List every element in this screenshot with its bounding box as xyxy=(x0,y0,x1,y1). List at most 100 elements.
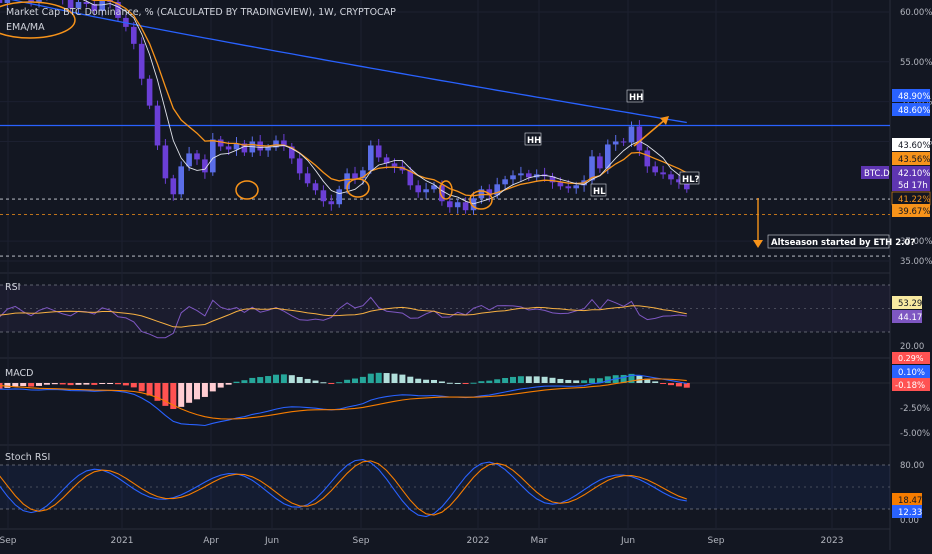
macd-histogram-bar xyxy=(43,383,50,385)
stoch-tick-label: 80.00 xyxy=(900,461,924,471)
candle-body xyxy=(612,141,619,145)
y-tick-label: 37.00% xyxy=(900,237,932,247)
badge-bg xyxy=(892,138,930,151)
candle-body xyxy=(478,189,485,199)
macd-histogram-bar xyxy=(67,383,74,386)
candle-body xyxy=(162,145,169,179)
top-circle xyxy=(0,1,76,39)
macd-histogram-bar xyxy=(628,373,635,383)
rsi-tick-label: 20.00 xyxy=(900,342,924,352)
candle-body xyxy=(636,126,643,151)
y-tick-label: 55.00% xyxy=(900,58,932,68)
badge-bg xyxy=(892,166,930,191)
candle-body xyxy=(565,186,572,189)
macd-histogram-bar xyxy=(549,377,556,383)
hh-box-1 xyxy=(626,89,644,103)
macd-histogram-bar xyxy=(604,376,611,383)
macd-histogram-bar xyxy=(186,383,193,403)
candle-body xyxy=(415,185,421,193)
macd-histogram-bar xyxy=(178,383,185,407)
up-arrow xyxy=(633,117,668,147)
macd-histogram-bar xyxy=(541,376,548,383)
candle-body xyxy=(217,139,224,147)
macd-histogram-bar xyxy=(257,377,264,383)
stoch-d-line xyxy=(0,460,687,516)
candle-body xyxy=(526,173,532,178)
macd-histogram-bar xyxy=(99,383,106,384)
macd-histogram-bar xyxy=(328,383,335,384)
candle-body xyxy=(360,170,366,179)
macd-histogram-bar xyxy=(478,381,485,383)
macd-histogram-bar xyxy=(581,380,588,383)
badge-bg xyxy=(892,378,930,391)
badge-41-22: 41.22% xyxy=(898,195,930,205)
candle-body xyxy=(265,147,271,151)
macd-histogram-bar xyxy=(201,383,208,397)
macd-pane xyxy=(0,372,890,427)
macd-histogram-bar xyxy=(265,376,272,383)
macd-histogram-bar xyxy=(320,382,327,384)
candle-body xyxy=(407,170,414,186)
y-tick-label: 35.00% xyxy=(900,257,932,267)
macd-histogram-bar xyxy=(91,383,98,385)
macd-histogram-bar xyxy=(280,374,287,383)
x-tick-label: Jun xyxy=(264,536,279,546)
badge-39-67: 39.67% xyxy=(898,207,930,217)
rsi-badge-53: 53.29 xyxy=(898,299,922,309)
altseason-box xyxy=(767,234,890,249)
candle-body xyxy=(462,202,469,211)
badge-bg xyxy=(892,352,930,364)
badge-bg xyxy=(892,296,922,309)
badge-42-10: 42.10% xyxy=(898,169,930,179)
macd-histogram-bar xyxy=(596,378,603,383)
macd-histogram-bar xyxy=(683,383,690,388)
hl-box-2 xyxy=(679,171,700,185)
candle-body xyxy=(486,189,493,196)
low-circle xyxy=(346,178,370,198)
candle-body xyxy=(494,184,500,196)
y-tick-label: 51.00% xyxy=(900,98,932,108)
stoch-k-line xyxy=(0,459,687,518)
macd-histogram-bar xyxy=(4,383,11,388)
candle-body xyxy=(620,141,627,143)
ema-line xyxy=(90,0,688,197)
candle-body xyxy=(0,0,3,3)
macd-histogram-bar xyxy=(304,378,311,383)
badge-bg xyxy=(892,365,930,378)
candle-body xyxy=(447,201,453,208)
macd-histogram-bar xyxy=(130,383,137,388)
candle-body xyxy=(67,0,74,8)
candle-body xyxy=(115,1,121,18)
stoch-pane xyxy=(0,459,890,518)
badge-bg xyxy=(892,204,930,217)
hh-box-2 xyxy=(524,132,542,146)
indicator-label-ema-ma: EMA/MA xyxy=(6,22,45,33)
low-circle xyxy=(235,180,259,200)
rsi-label: RSI xyxy=(5,282,20,293)
macd-histogram-bar xyxy=(194,383,200,400)
grid xyxy=(0,0,890,529)
candle-body xyxy=(454,202,461,208)
x-tick-label: Sep xyxy=(708,536,725,546)
macd-tick-label: -2.50% xyxy=(900,404,930,414)
macd-histogram-bar xyxy=(312,380,319,383)
candle-body xyxy=(36,0,42,2)
candle-body xyxy=(439,185,445,202)
candle-body xyxy=(423,189,429,193)
macd-histogram-bar xyxy=(249,377,256,383)
x-tick-label: Apr xyxy=(203,536,219,546)
candle-body xyxy=(273,140,279,148)
candle-body xyxy=(518,173,524,176)
macd-histogram-bar xyxy=(415,378,422,383)
x-tick-label: Mar xyxy=(531,536,548,546)
chart-title: Market Cap BTC Dominance, % (CALCULATED … xyxy=(6,7,396,18)
macd-histogram-bar xyxy=(146,383,153,396)
ma-line xyxy=(82,0,688,205)
rsi-ma-line xyxy=(0,305,687,328)
macd-histogram-bar xyxy=(399,374,406,383)
rsi-badge-44: 44.17 xyxy=(898,313,922,323)
macd-histogram-bar xyxy=(502,378,509,383)
badge-43-56: 43.56% xyxy=(898,155,930,165)
